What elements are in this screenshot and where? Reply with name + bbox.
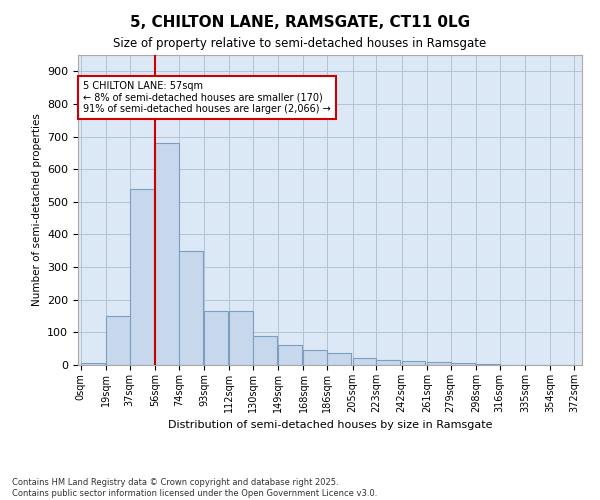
Bar (353, 358, 376, 365)
Bar (401, 361, 425, 365)
Bar (476, 364, 500, 365)
Bar (253, 336, 277, 365)
Bar (80, 364, 104, 365)
Bar (229, 311, 253, 365)
Bar (106, 316, 130, 365)
Bar (204, 311, 228, 365)
Bar (304, 350, 328, 365)
Bar (179, 251, 203, 365)
Text: 5 CHILTON LANE: 57sqm
← 8% of semi-detached houses are smaller (170)
91% of semi: 5 CHILTON LANE: 57sqm ← 8% of semi-detac… (83, 81, 331, 114)
Text: Contains HM Land Registry data © Crown copyright and database right 2025.
Contai: Contains HM Land Registry data © Crown c… (12, 478, 377, 498)
Bar (130, 189, 154, 365)
Text: 5, CHILTON LANE, RAMSGATE, CT11 0LG: 5, CHILTON LANE, RAMSGATE, CT11 0LG (130, 15, 470, 30)
Bar (155, 143, 179, 365)
Bar (451, 363, 475, 365)
Bar (376, 360, 400, 365)
Y-axis label: Number of semi-detached properties: Number of semi-detached properties (32, 114, 41, 306)
Bar (427, 362, 451, 365)
Bar (278, 346, 302, 365)
Text: Size of property relative to semi-detached houses in Ramsgate: Size of property relative to semi-detach… (113, 38, 487, 51)
X-axis label: Distribution of semi-detached houses by size in Ramsgate: Distribution of semi-detached houses by … (168, 420, 492, 430)
Bar (328, 352, 351, 365)
